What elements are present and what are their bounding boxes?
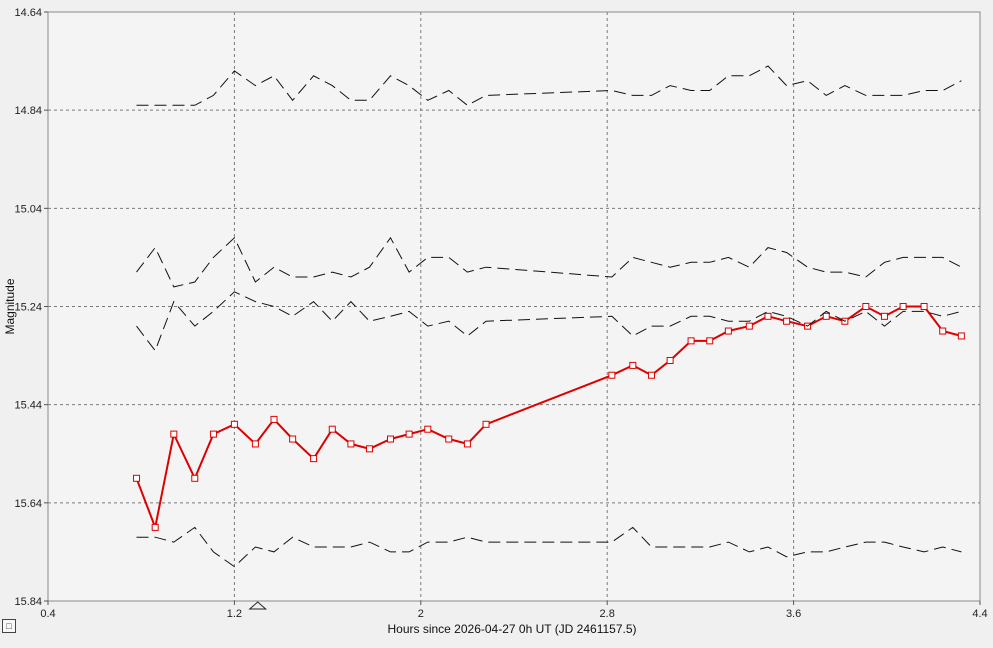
target-data-point[interactable] — [387, 435, 395, 443]
y-tick-label: 14.64 — [14, 7, 42, 19]
target-data-point[interactable] — [310, 455, 318, 463]
comparison-star-line-4 — [136, 526, 962, 568]
target-data-point[interactable] — [647, 371, 655, 379]
x-tick-label: 1.2 — [227, 608, 242, 620]
target-data-point[interactable] — [170, 430, 178, 438]
comparison-star-line-3 — [136, 291, 962, 352]
target-data-point[interactable] — [957, 332, 965, 340]
x-tick-label: 2 — [418, 608, 424, 620]
target-data-point[interactable] — [764, 312, 772, 320]
target-data-point[interactable] — [724, 327, 732, 335]
target-data-point[interactable] — [862, 303, 870, 310]
target-data-point[interactable] — [822, 312, 830, 320]
target-data-point[interactable] — [920, 303, 928, 310]
target-data-point[interactable] — [899, 303, 907, 310]
y-tick-label: 15.24 — [14, 302, 42, 314]
target-data-point[interactable] — [209, 430, 217, 438]
x-axis-title: Hours since 2026-04-27 0h UT (JD 2461157… — [387, 622, 636, 636]
target-data-point[interactable] — [151, 523, 159, 531]
comparison-star-line-1 — [136, 65, 962, 106]
target-data-point[interactable] — [347, 440, 355, 448]
x-tick-label: 2.8 — [600, 608, 615, 620]
target-data-point[interactable] — [191, 474, 199, 482]
target-data-point[interactable] — [687, 337, 695, 345]
target-data-point[interactable] — [629, 361, 637, 369]
target-data-point[interactable] — [939, 327, 947, 335]
target-data-point[interactable] — [289, 435, 297, 443]
y-axis-title: Magnitude — [3, 278, 17, 334]
target-data-point[interactable] — [445, 435, 453, 443]
target-data-point[interactable] — [133, 474, 141, 482]
target-data-point[interactable] — [880, 312, 888, 320]
time-marker-icon[interactable] — [248, 601, 268, 610]
target-data-point[interactable] — [482, 420, 490, 428]
y-tick-label: 15.84 — [14, 596, 42, 608]
target-data-point[interactable] — [608, 371, 616, 379]
target-data-point[interactable] — [424, 425, 432, 433]
y-tick-label: 15.44 — [14, 400, 42, 412]
target-data-point[interactable] — [706, 337, 714, 345]
comparison-star-line-2 — [136, 236, 962, 288]
y-tick-label: 15.64 — [14, 498, 42, 510]
y-tick-label: 14.84 — [14, 105, 42, 117]
x-tick-label: 4.4 — [972, 608, 987, 620]
x-tick-label: 3.6 — [786, 608, 801, 620]
target-data-point[interactable] — [230, 420, 238, 428]
target-data-point[interactable] — [328, 425, 336, 433]
target-data-point[interactable] — [405, 430, 413, 438]
target-data-point[interactable] — [366, 445, 374, 453]
target-data-point[interactable] — [666, 356, 674, 364]
y-tick-label: 15.04 — [14, 203, 42, 215]
target-data-point[interactable] — [463, 440, 471, 448]
target-data-point[interactable] — [251, 440, 259, 448]
options-box-icon[interactable]: □ — [2, 619, 16, 633]
x-tick-label: 0.4 — [40, 608, 55, 620]
target-data-point[interactable] — [270, 415, 278, 423]
target-data-point[interactable] — [745, 322, 753, 330]
target-data-point[interactable] — [783, 317, 791, 325]
